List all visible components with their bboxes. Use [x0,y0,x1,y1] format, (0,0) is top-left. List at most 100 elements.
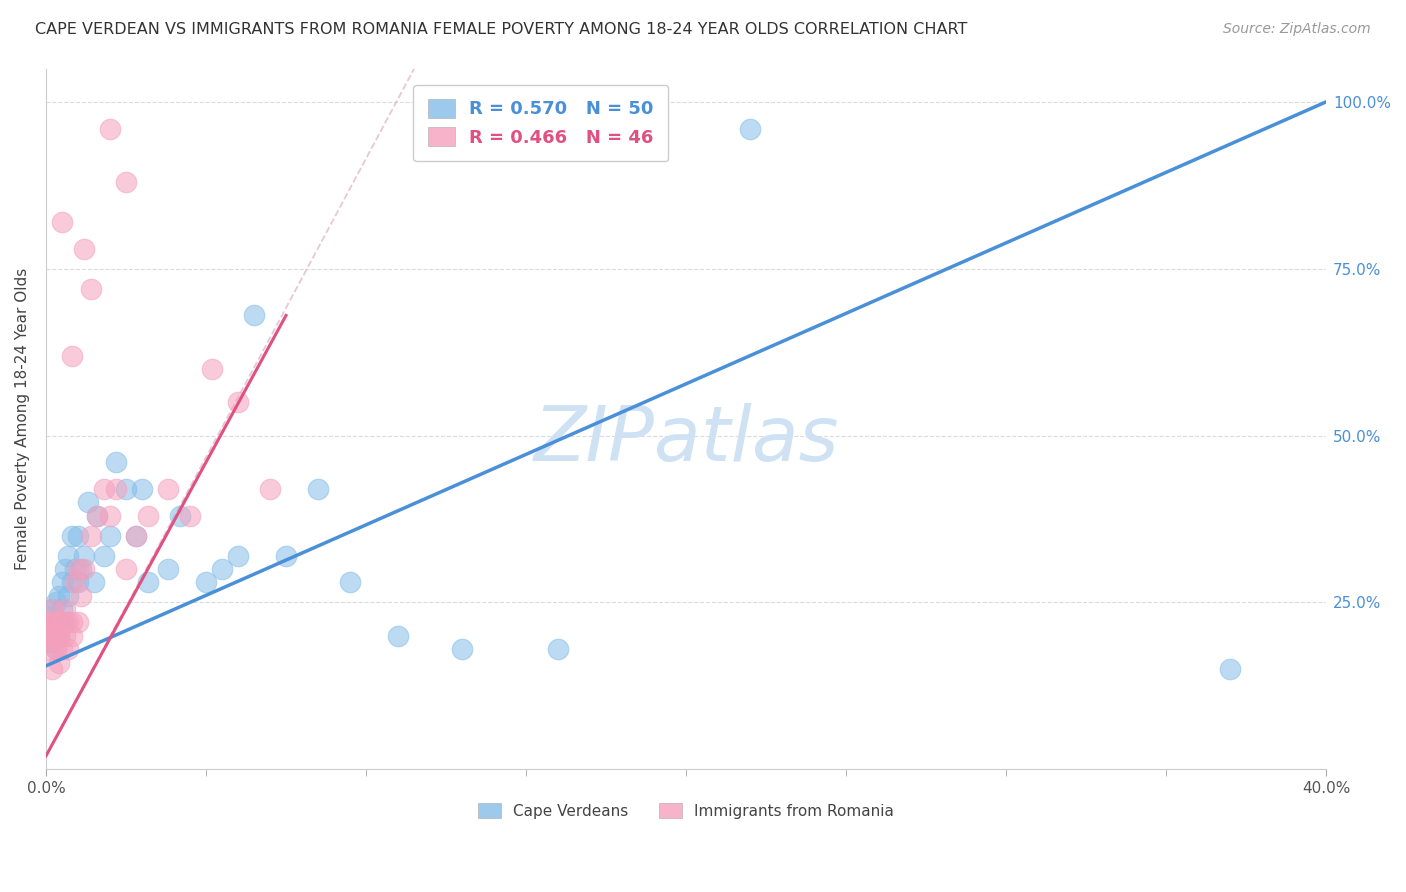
Point [66,615,89,630]
Point [53,562,76,576]
Point [48,589,70,603]
Point [41,615,63,630]
Text: ZIPatlas: ZIPatlas [533,403,839,477]
Point [38,629,60,643]
Point [41,662,63,676]
Point [45,629,67,643]
Point [138,575,160,590]
Point [38,608,60,623]
Point [45,615,67,630]
Point [60,629,83,643]
Point [38,642,60,657]
Point [38,635,60,649]
Point [51,575,73,590]
Point [63,562,86,576]
Point [73,549,96,563]
Point [48,629,70,643]
Point [259,482,281,496]
Point [98,121,121,136]
Point [45,642,67,657]
Point [547,642,569,657]
Point [115,175,138,189]
Text: CAPE VERDEAN VS IMMIGRANTS FROM ROMANIA FEMALE POVERTY AMONG 18-24 YEAR OLDS COR: CAPE VERDEAN VS IMMIGRANTS FROM ROMANIA … [35,22,967,37]
Point [226,549,249,563]
Point [45,642,67,657]
Point [98,529,121,543]
Point [243,309,266,323]
Point [76,495,98,509]
Y-axis label: Female Poverty Among 18-24 Year Olds: Female Poverty Among 18-24 Year Olds [15,268,30,570]
Point [115,562,138,576]
Point [339,575,361,590]
Point [83,575,105,590]
Point [53,615,76,630]
Point [51,602,73,616]
Point [138,508,160,523]
Point [115,482,138,496]
Point [73,562,96,576]
Point [51,615,73,630]
Point [131,482,153,496]
Point [93,549,115,563]
Point [41,635,63,649]
Text: Source: ZipAtlas.com: Source: ZipAtlas.com [1223,22,1371,37]
Point [63,575,86,590]
Point [201,362,224,376]
Point [70,562,93,576]
Point [58,642,80,657]
Point [738,121,761,136]
Point [48,615,70,630]
Point [1219,662,1241,676]
Point [451,642,474,657]
Point [41,629,63,643]
Point [70,589,93,603]
Point [80,282,103,296]
Point [179,508,201,523]
Point [387,629,409,643]
Point [86,508,108,523]
Point [51,215,73,229]
Point [73,242,96,256]
Point [45,629,67,643]
Point [124,529,146,543]
Point [274,549,297,563]
Point [60,349,83,363]
Point [105,455,128,469]
Point [38,622,60,636]
Point [86,508,108,523]
Point [156,562,179,576]
Point [93,482,115,496]
Point [58,589,80,603]
Point [41,602,63,616]
Point [58,615,80,630]
Point [124,529,146,543]
Point [60,529,83,543]
Point [38,615,60,630]
Point [48,656,70,670]
Point [38,629,60,643]
Point [66,575,89,590]
Point [105,482,128,496]
Point [58,549,80,563]
Point [60,575,83,590]
Point [60,615,83,630]
Point [195,575,218,590]
Point [41,602,63,616]
Point [98,508,121,523]
Point [211,562,233,576]
Point [66,562,89,576]
Legend: Cape Verdeans, Immigrants from Romania: Cape Verdeans, Immigrants from Romania [472,797,900,825]
Point [48,629,70,643]
Point [80,529,103,543]
Point [307,482,329,496]
Point [45,595,67,609]
Point [41,622,63,636]
Point [51,615,73,630]
Point [156,482,179,496]
Point [53,602,76,616]
Point [226,395,249,409]
Point [38,615,60,630]
Point [169,508,191,523]
Point [53,629,76,643]
Point [51,642,73,657]
